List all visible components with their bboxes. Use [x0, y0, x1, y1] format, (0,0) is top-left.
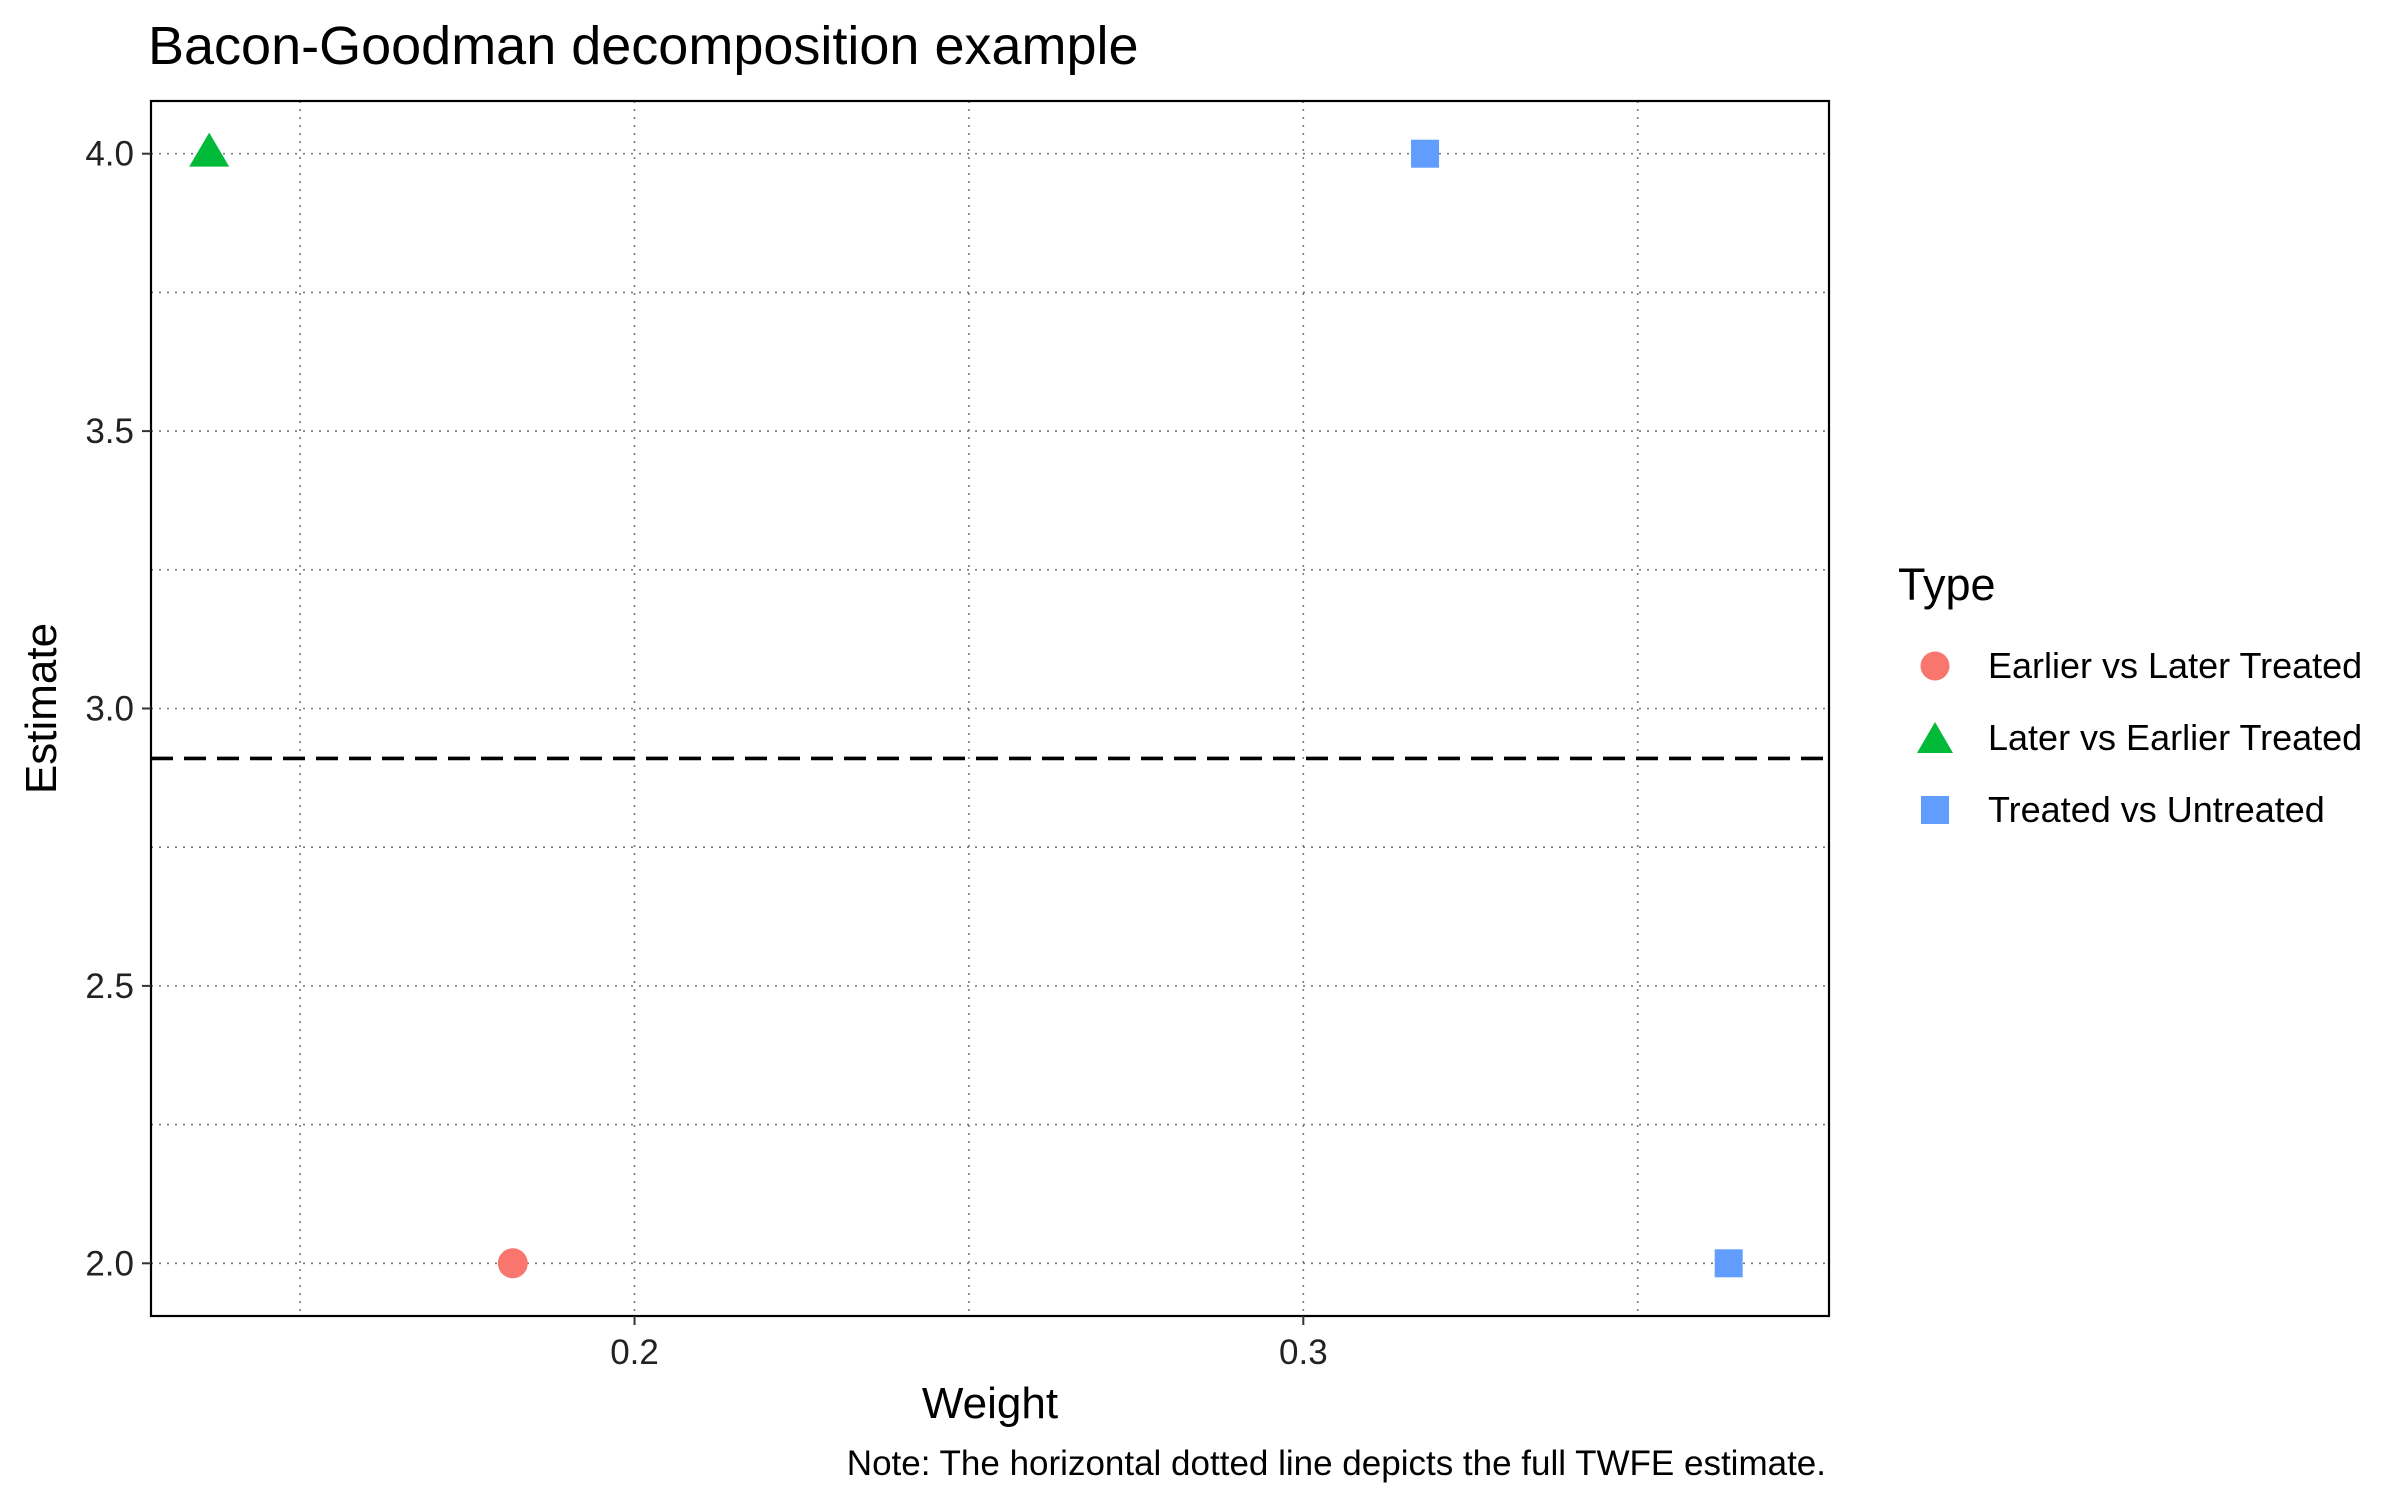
- points-layer: [189, 132, 1743, 1279]
- legend-item-treated-vs-untreated: Treated vs Untreated: [1898, 774, 2362, 846]
- axis-layer: 0.2 0.3 2.0 2.5 3.0 3.5 4.0: [85, 135, 1327, 1372]
- grid-layer: [151, 101, 1829, 1316]
- y-tick-label: 2.5: [85, 967, 134, 1006]
- legend-label: Earlier vs Later Treated: [1988, 645, 2363, 686]
- data-point-triangle: [189, 132, 230, 167]
- legend-title: Type: [1898, 559, 1996, 610]
- y-tick-label: 3.0: [85, 690, 134, 729]
- legend-item-earlier-vs-later: Earlier vs Later Treated: [1898, 630, 2362, 702]
- data-point-square: [1411, 139, 1440, 168]
- y-tick-label: 3.5: [85, 412, 134, 451]
- triangle-icon: [1902, 702, 1968, 774]
- y-tick-label: 2.0: [85, 1244, 134, 1283]
- legend: Type Earlier vs Later Treated Later vs E…: [1898, 558, 2362, 846]
- y-tick-label: 4.0: [85, 135, 134, 174]
- legend-label: Later vs Earlier Treated: [1988, 717, 2363, 758]
- chart-title: Bacon-Goodman decomposition example: [148, 16, 1139, 76]
- chart-caption: Note: The horizontal dotted line depicts…: [846, 1444, 1826, 1483]
- y-axis-title: Estimate: [17, 623, 66, 794]
- circle-icon: [1902, 630, 1968, 702]
- square-icon: [1902, 774, 1968, 846]
- x-axis-title: Weight: [922, 1379, 1058, 1428]
- data-point-circle: [497, 1248, 528, 1279]
- x-tick-label: 0.3: [1279, 1333, 1328, 1372]
- plot-panel-border: [149, 99, 1831, 1318]
- data-point-square: [1714, 1249, 1743, 1278]
- legend-label: Treated vs Untreated: [1988, 789, 2325, 830]
- legend-item-later-vs-earlier: Later vs Earlier Treated: [1898, 702, 2362, 774]
- x-tick-label: 0.2: [610, 1333, 659, 1372]
